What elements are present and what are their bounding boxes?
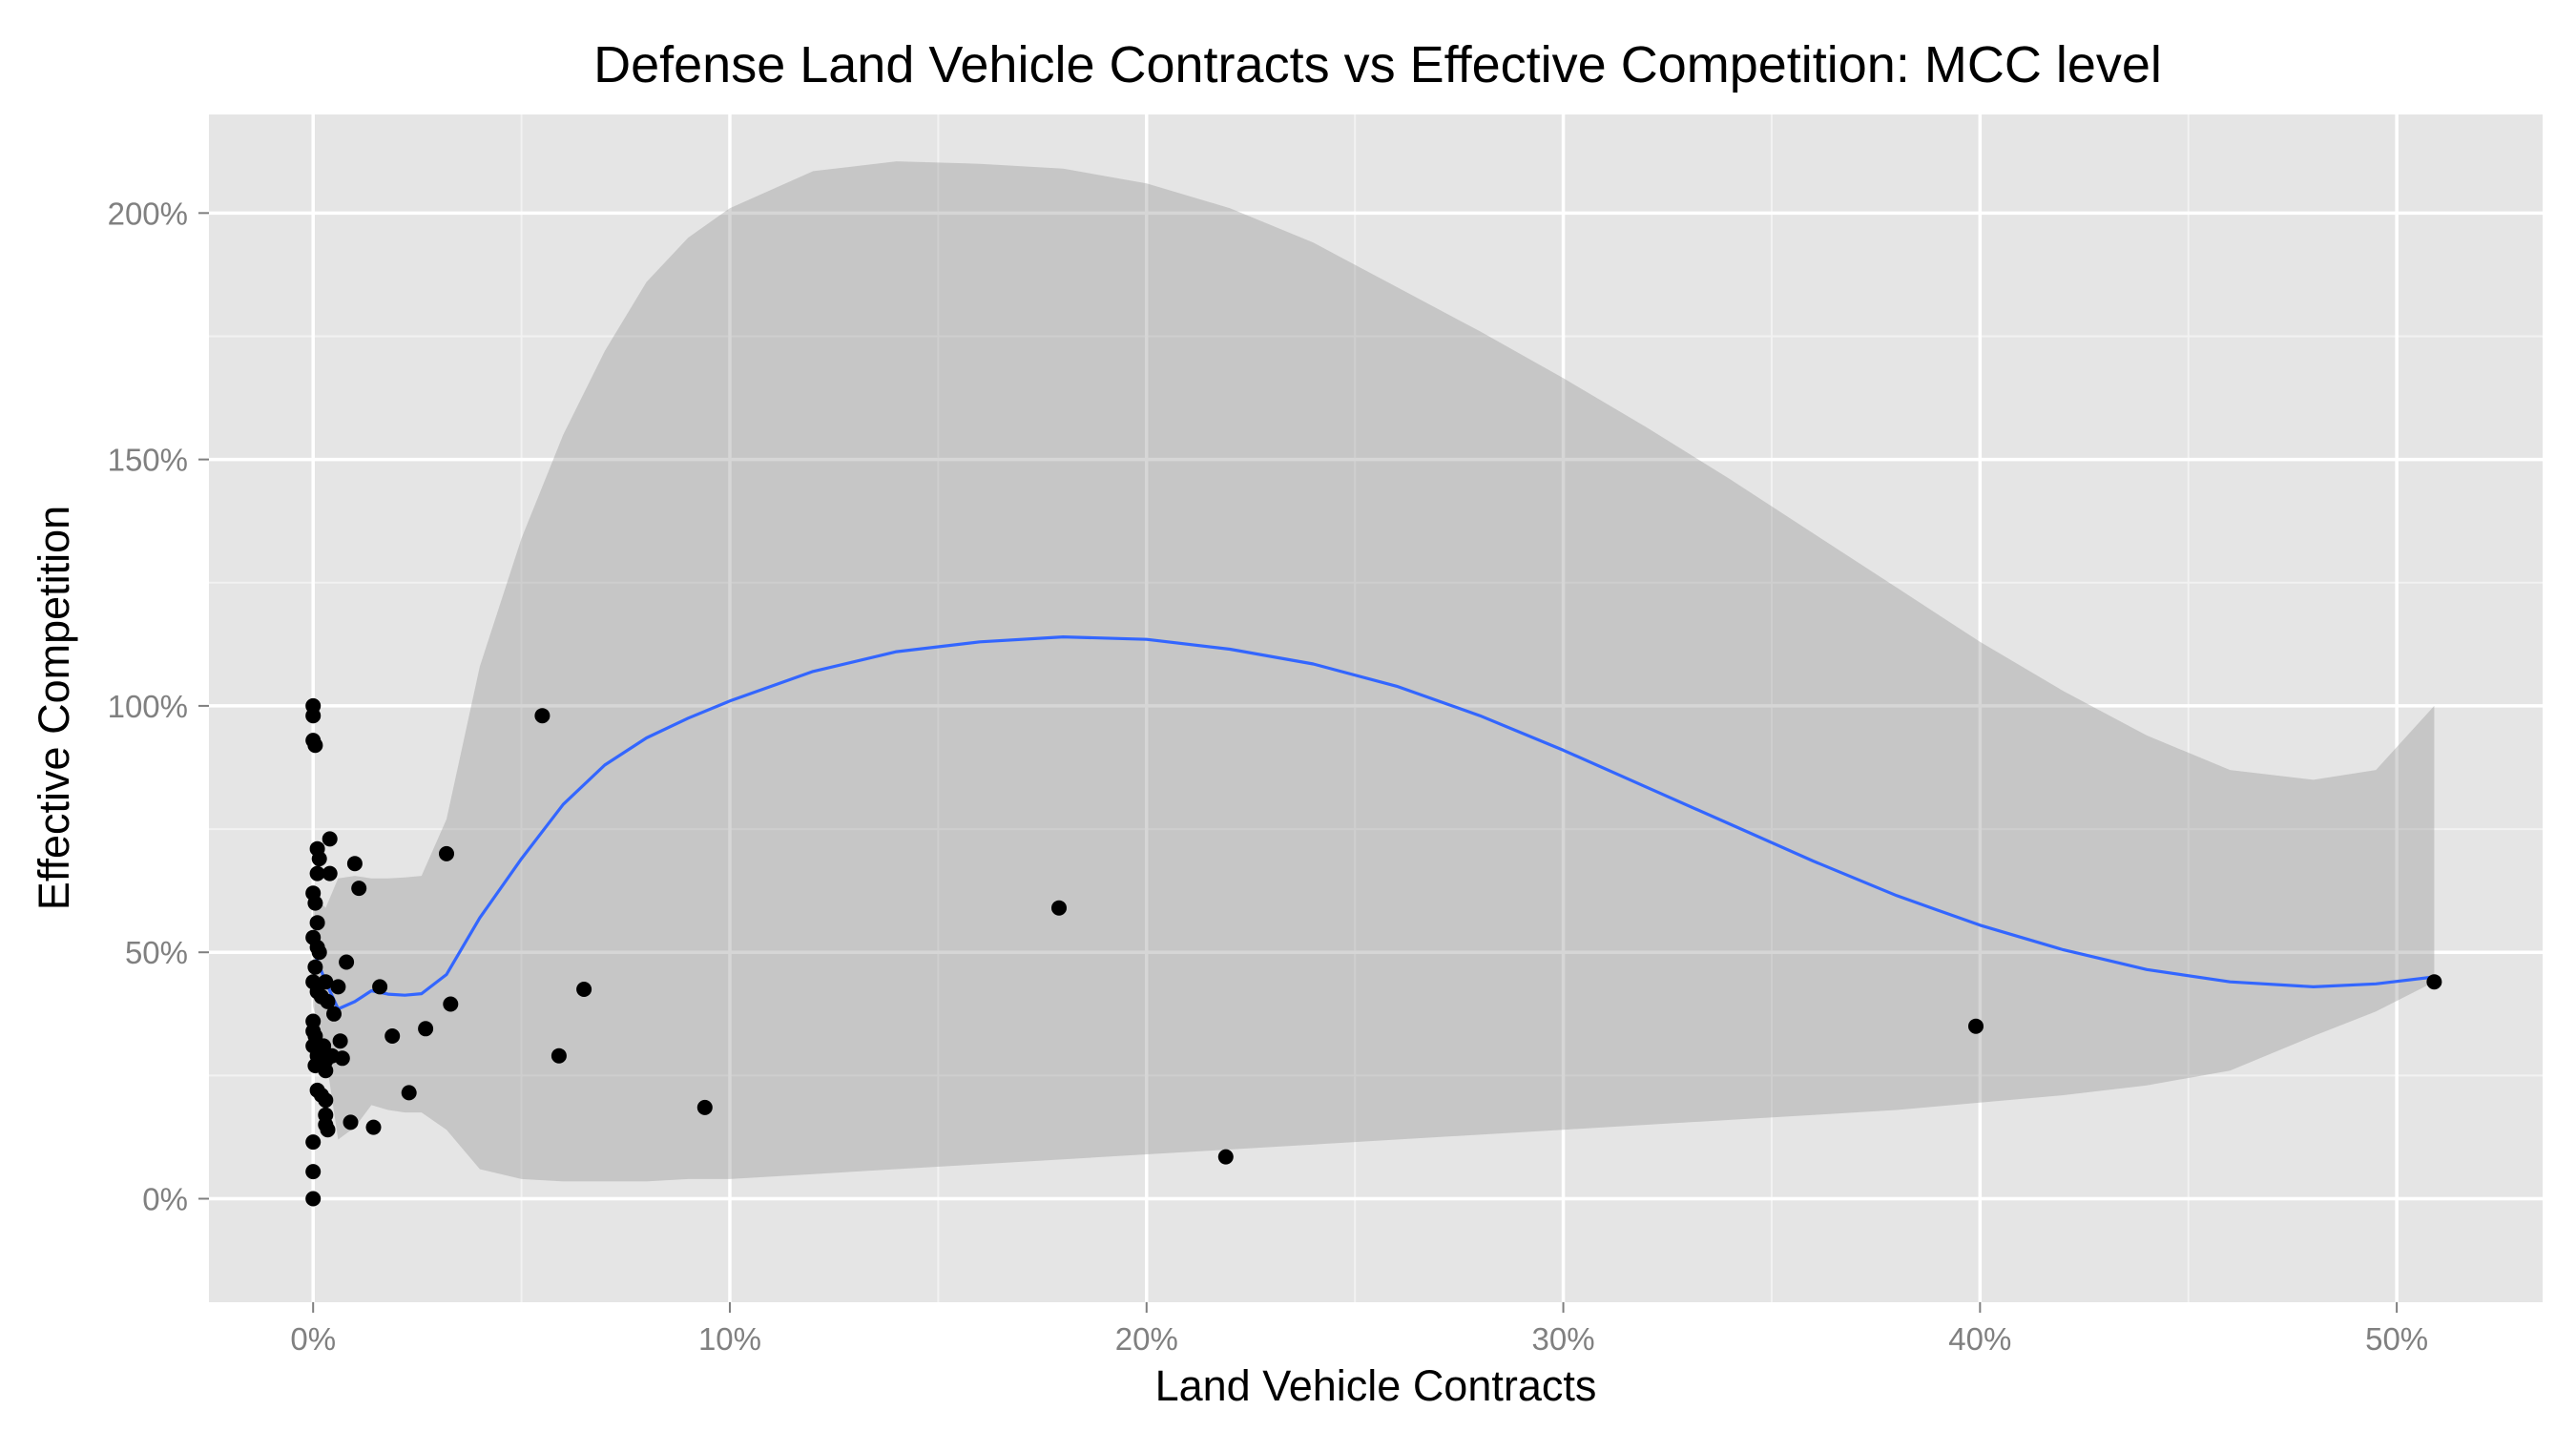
- confidence-ribbon: [313, 161, 2435, 1182]
- data-point: [322, 865, 338, 881]
- data-point: [401, 1085, 417, 1101]
- chart-title: Defense Land Vehicle Contracts vs Effect…: [593, 36, 2162, 93]
- data-point: [318, 1063, 334, 1079]
- data-point: [309, 915, 325, 931]
- x-tick-label: 0%: [290, 1321, 336, 1357]
- data-point: [322, 831, 338, 847]
- x-tick-label: 40%: [1948, 1321, 2011, 1357]
- data-point: [307, 737, 323, 754]
- data-point: [307, 959, 323, 975]
- y-tick-label: 200%: [108, 196, 188, 231]
- data-point: [318, 1092, 334, 1109]
- data-point: [696, 1099, 713, 1115]
- data-point: [384, 1028, 401, 1044]
- data-point: [311, 851, 327, 867]
- data-point: [439, 845, 454, 861]
- data-point: [320, 1122, 336, 1138]
- data-point: [351, 881, 367, 897]
- data-point: [346, 856, 363, 872]
- data-point: [372, 979, 388, 995]
- data-point: [320, 993, 336, 1009]
- data-point: [305, 1164, 322, 1180]
- y-axis: 0% 50% 100% 150% 200%: [108, 196, 209, 1217]
- data-point: [309, 865, 325, 881]
- data-point: [1968, 1018, 1984, 1034]
- data-point: [332, 1033, 348, 1049]
- data-point: [330, 979, 346, 995]
- confidence-band: [313, 161, 2435, 1182]
- data-point: [443, 996, 459, 1012]
- data-point: [305, 1191, 322, 1207]
- data-point: [311, 944, 327, 961]
- data-point: [534, 708, 551, 724]
- data-point: [305, 708, 322, 724]
- data-point: [365, 1119, 382, 1135]
- y-tick-label: 0%: [142, 1182, 188, 1217]
- data-point: [326, 1006, 342, 1022]
- data-points: [305, 697, 2442, 1207]
- y-tick-label: 50%: [125, 935, 188, 970]
- data-point: [2426, 974, 2442, 990]
- smooth-curve: [311, 634, 2435, 1011]
- x-tick-label: 30%: [1532, 1321, 1595, 1357]
- data-point: [1217, 1149, 1234, 1165]
- data-point: [343, 1114, 359, 1130]
- x-axis: 0% 10% 20% 30% 40% 50%: [290, 1302, 2428, 1357]
- y-tick-label: 100%: [108, 689, 188, 724]
- plot-panel: [209, 114, 2543, 1302]
- x-tick-label: 50%: [2365, 1321, 2428, 1357]
- data-point: [307, 895, 323, 911]
- y-axis-title: Effective Competition: [30, 506, 78, 910]
- data-point: [323, 1047, 340, 1064]
- smooth-line: [311, 634, 2435, 1011]
- x-tick-label: 20%: [1115, 1321, 1178, 1357]
- data-point: [1051, 900, 1067, 916]
- data-point: [305, 1134, 322, 1151]
- x-tick-label: 10%: [698, 1321, 761, 1357]
- data-point: [318, 974, 334, 990]
- data-point: [551, 1047, 567, 1064]
- data-point: [418, 1021, 434, 1037]
- x-axis-title: Land Vehicle Contracts: [1155, 1361, 1597, 1410]
- minor-gridlines: [209, 114, 2543, 1302]
- y-tick-label: 150%: [108, 443, 188, 478]
- data-point: [339, 954, 355, 970]
- data-point: [576, 982, 592, 997]
